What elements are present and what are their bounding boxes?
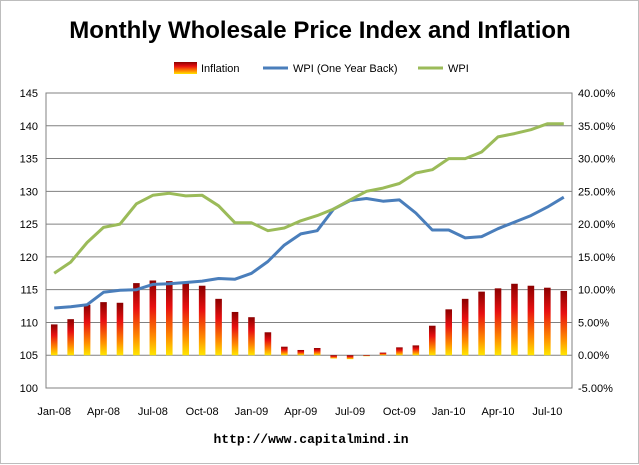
- inflation-bar: [231, 311, 239, 356]
- inflation-bar: [165, 281, 173, 356]
- left-tick-label: 115: [20, 285, 38, 297]
- inflation-bar: [313, 348, 321, 356]
- legend-label-inflation: Inflation: [201, 63, 240, 75]
- x-tick-label: Oct-08: [186, 406, 219, 418]
- inflation-bar: [412, 345, 420, 356]
- inflation-bar: [478, 291, 485, 356]
- x-tick-label: Jan-08: [37, 406, 71, 418]
- right-tick-label: 10.00%: [578, 285, 616, 297]
- inflation-bar: [100, 302, 107, 356]
- inflation-bar: [116, 302, 124, 356]
- inflation-bar: [346, 355, 354, 360]
- x-tick-label: Apr-09: [284, 406, 317, 418]
- inflation-bar: [330, 355, 337, 359]
- right-axis-ticks: -5.00% 0.00% 5.00% 10.00% 15.00% 20.00% 25.00%…: [578, 88, 616, 395]
- legend-label-wpi: WPI: [448, 63, 469, 75]
- inflation-bar: [198, 285, 206, 356]
- inflation-bar: [248, 317, 255, 356]
- x-tick-label: Jan-10: [432, 406, 466, 418]
- left-tick-label: 140: [20, 121, 38, 133]
- right-tick-label: -5.00%: [578, 383, 613, 395]
- gridlines: [46, 125, 572, 356]
- inflation-bar: [461, 298, 469, 356]
- right-tick-label: 40.00%: [578, 88, 616, 100]
- right-tick-label: 5.00%: [578, 317, 609, 329]
- x-tick-label: Apr-10: [482, 406, 515, 418]
- left-tick-label: 145: [20, 88, 38, 100]
- inflation-bar: [527, 285, 535, 356]
- left-tick-label: 100: [20, 383, 38, 395]
- left-tick-label: 110: [20, 317, 38, 329]
- right-tick-label: 30.00%: [578, 154, 616, 166]
- left-tick-label: 135: [20, 154, 38, 166]
- x-tick-label: Jul-09: [335, 406, 365, 418]
- inflation-bar: [379, 352, 387, 356]
- inflation-bar: [50, 324, 58, 356]
- x-tick-label: Oct-09: [383, 406, 416, 418]
- inflation-bar: [83, 304, 91, 356]
- inflation-bar: [363, 355, 370, 357]
- wpi-one-year-back-line: [54, 195, 565, 310]
- inflation-bar: [445, 309, 453, 356]
- inflation-bar: [396, 347, 403, 356]
- right-tick-label: 0.00%: [578, 350, 609, 362]
- right-tick-label: 20.00%: [578, 219, 616, 231]
- inflation-bar: [133, 283, 140, 356]
- left-tick-label: 120: [20, 252, 38, 264]
- inflation-bar: [281, 346, 288, 356]
- legend: Inflation WPI (One Year Back) WPI: [174, 62, 469, 75]
- inflation-bar: [494, 288, 502, 356]
- left-tick-label: 130: [20, 186, 38, 198]
- inflation-bar: [182, 281, 190, 356]
- plot-area: [45, 92, 573, 389]
- inflation-bar: [428, 325, 436, 356]
- wpi-line: [53, 122, 564, 275]
- inflation-bar: [297, 349, 305, 356]
- right-tick-label: 15.00%: [578, 252, 616, 264]
- left-axis-ticks: 100 105 110 115 120 125 130 135 140 145: [20, 88, 38, 395]
- x-axis-ticks: Jan-08 Apr-08 Jul-08 Oct-08 Jan-09 Apr-09 Jul-…: [37, 406, 562, 418]
- x-tick-label: Jul-10: [532, 406, 562, 418]
- x-tick-label: Apr-08: [87, 406, 120, 418]
- x-tick-label: Jan-09: [235, 406, 269, 418]
- footer-url: http://www.capitalmind.in: [213, 432, 408, 447]
- x-tick-label: Jul-08: [138, 406, 168, 418]
- left-tick-label: 125: [20, 219, 38, 231]
- inflation-bar: [67, 319, 74, 356]
- chart-title: Monthly Wholesale Price Index and Inflat…: [69, 17, 570, 44]
- inflation-bar: [511, 283, 518, 356]
- legend-label-wpi-one-year-back: WPI (One Year Back): [293, 63, 398, 75]
- inflation-bars: [50, 280, 568, 360]
- inflation-bar: [560, 290, 568, 356]
- wpi-lines: [53, 122, 565, 310]
- right-tick-label: 35.00%: [578, 121, 616, 133]
- inflation-bar: [264, 332, 272, 356]
- inflation-bar: [215, 298, 222, 356]
- inflation-bar: [149, 280, 157, 356]
- left-tick-label: 105: [20, 350, 38, 362]
- inflation-bar: [544, 287, 551, 356]
- legend-swatch-inflation: [174, 62, 197, 74]
- right-tick-label: 25.00%: [578, 186, 616, 198]
